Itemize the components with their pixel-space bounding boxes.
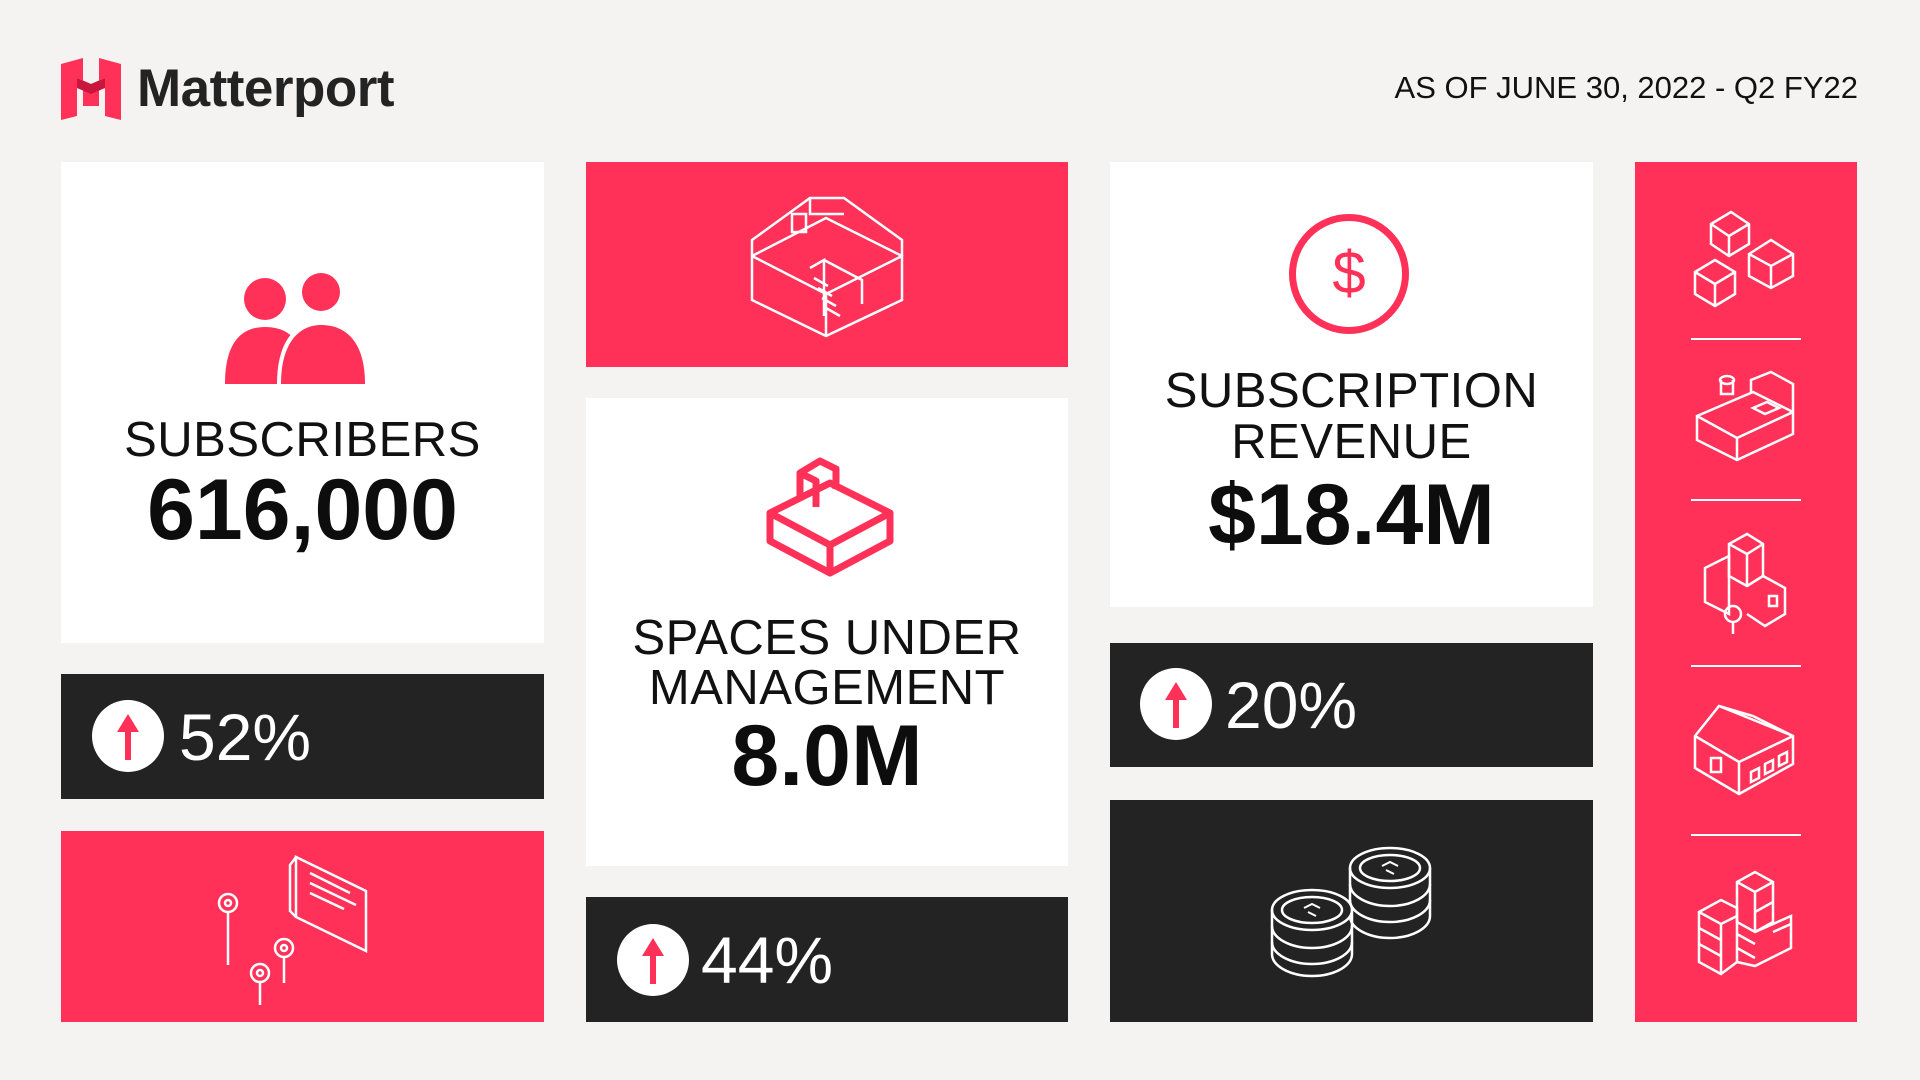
property-types-sidebar bbox=[1635, 162, 1857, 1022]
subscribers-value: 616,000 bbox=[147, 462, 458, 558]
spaces-card: SPACES UNDER MANAGEMENT 8.0M bbox=[586, 398, 1068, 866]
subscribers-growth-value: 52% bbox=[179, 700, 312, 774]
spaces-value: 8.0M bbox=[731, 708, 923, 804]
houses-icon bbox=[1693, 210, 1795, 308]
coins-card bbox=[1110, 800, 1593, 1022]
people-icon bbox=[225, 271, 367, 384]
matterport-logo-icon bbox=[61, 58, 121, 120]
house-stairs-icon bbox=[750, 196, 904, 338]
subscribers-growth-card: 52% bbox=[61, 674, 544, 799]
revenue-growth-card: 20% bbox=[1110, 643, 1593, 767]
subscribers-label: SUBSCRIBERS bbox=[124, 413, 481, 467]
revenue-growth-value: 20% bbox=[1225, 668, 1358, 742]
bedroom-icon bbox=[1695, 370, 1795, 462]
revenue-card: $ SUBSCRIPTION REVENUE $18.4M bbox=[1110, 162, 1593, 607]
dollar-symbol: $ bbox=[1332, 239, 1366, 306]
subscribers-card: SUBSCRIBERS 616,000 bbox=[61, 162, 544, 643]
revenue-value: $18.4M bbox=[1208, 467, 1495, 563]
dollar-circle-icon: $ bbox=[1289, 214, 1409, 334]
spaces-label-line1: SPACES UNDER bbox=[632, 611, 1022, 665]
buildings-tree-icon bbox=[1703, 532, 1787, 634]
warehouse-icon bbox=[1697, 870, 1793, 976]
sidebar-divider bbox=[1691, 499, 1801, 501]
revenue-label-line2: REVENUE bbox=[1231, 415, 1472, 469]
house-icon bbox=[1693, 704, 1795, 796]
coins-icon bbox=[1270, 846, 1432, 978]
sidebar-divider bbox=[1691, 665, 1801, 667]
arrow-up-icon bbox=[1140, 668, 1212, 740]
brand-name: Matterport bbox=[137, 59, 395, 118]
spaces-growth-value: 44% bbox=[701, 923, 834, 997]
report-date: AS OF JUNE 30, 2022 - Q2 FY22 bbox=[1394, 70, 1858, 105]
room-3d-icon bbox=[766, 457, 894, 577]
revenue-label-line1: SUBSCRIPTION bbox=[1164, 364, 1539, 418]
house-cutaway-card bbox=[586, 162, 1068, 367]
spaces-growth-card: 44% bbox=[586, 897, 1068, 1022]
sign-markers-icon bbox=[217, 855, 368, 1005]
sidebar-divider bbox=[1691, 338, 1801, 340]
arrow-up-icon bbox=[617, 924, 689, 996]
signs-illustration-card bbox=[61, 831, 544, 1022]
arrow-up-icon bbox=[92, 700, 164, 772]
spaces-label-line2: MANAGEMENT bbox=[648, 661, 1006, 715]
sidebar-divider bbox=[1691, 834, 1801, 836]
